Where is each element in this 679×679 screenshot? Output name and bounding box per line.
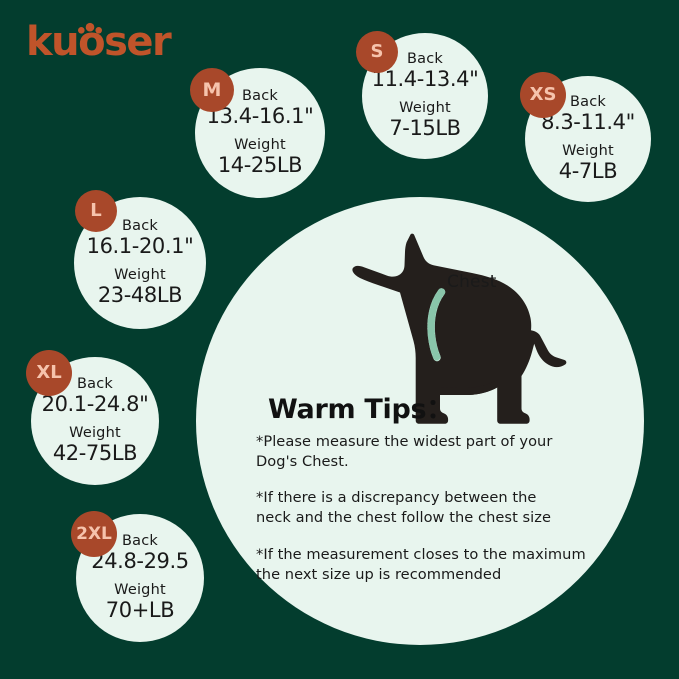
weight-label: Weight [114,266,166,283]
brand-logo: kuo ser [26,19,172,65]
back-value: 11.4-13.4" [371,67,479,92]
size-bubble-l: Back 16.1-20.1" Weight 23-48LB [74,197,206,329]
back-value: 24.8-29.5 [91,549,189,574]
size-bubble-2xl: Back 24.8-29.5 Weight 70+LB [76,514,204,642]
warm-tips-list: *Please measure the widest part of your … [256,432,606,585]
back-label: Back [121,532,158,549]
weight-value: 4-7LB [558,159,618,184]
logo-umlaut-o: o [78,19,106,65]
weight-label: Weight [69,424,121,441]
weight-label: Weight [114,581,166,598]
back-value: 16.1-20.1" [86,234,194,259]
warm-tip-item: *If the measurement closes to the maximu… [256,545,586,583]
weight-value: 70+LB [105,598,175,623]
back-label: Back [76,375,113,392]
back-value: 8.3-11.4" [541,110,635,135]
dog-silhouette-icon [352,233,567,424]
back-value: 20.1-24.8" [41,392,149,417]
warm-tip-item: *Please measure the widest part of your … [256,433,553,471]
size-badge-xl: XL [26,350,72,396]
size-badge-2xl: 2XL [71,511,117,557]
size-badge-l: L [75,190,117,232]
warm-tip-item: *If there is a discrepancy between the n… [256,489,552,527]
logo-text-part2: ser [104,19,172,65]
weight-label: Weight [234,136,286,153]
back-label: Back [569,93,606,110]
size-badge-xs: XS [520,72,566,118]
back-value: 13.4-16.1" [206,104,314,129]
measuring-tape-icon [427,288,446,362]
size-badge-s: S [356,31,398,73]
chest-label: Chest [447,272,497,292]
logo-text-part1: ku [26,19,80,65]
weight-value: 14-25LB [217,153,303,178]
size-badge-m: M [190,68,234,112]
logo-text-umlaut: o [78,19,105,65]
back-label: Back [406,50,443,67]
weight-value: 23-48LB [97,283,183,308]
warm-tips-title: Warm Tips： [268,394,453,425]
weight-value: 7-15LB [389,116,461,141]
weight-value: 42-75LB [52,441,138,466]
weight-label: Weight [562,142,614,159]
weight-label: Weight [399,99,451,116]
back-label: Back [241,87,278,104]
back-label: Back [121,217,158,234]
